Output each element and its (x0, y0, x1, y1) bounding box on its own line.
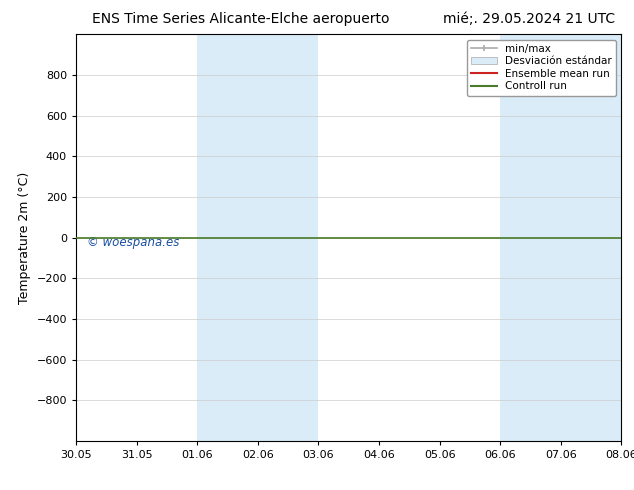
Legend: min/max, Desviación estándar, Ensemble mean run, Controll run: min/max, Desviación estándar, Ensemble m… (467, 40, 616, 96)
Bar (197, 34, 318, 441)
Text: © woespana.es: © woespana.es (87, 236, 179, 248)
Bar (500, 34, 621, 441)
Text: ENS Time Series Alicante-Elche aeropuerto: ENS Time Series Alicante-Elche aeropuert… (92, 12, 390, 26)
Text: mié;. 29.05.2024 21 UTC: mié;. 29.05.2024 21 UTC (443, 12, 615, 26)
Y-axis label: Temperature 2m (°C): Temperature 2m (°C) (18, 172, 31, 304)
